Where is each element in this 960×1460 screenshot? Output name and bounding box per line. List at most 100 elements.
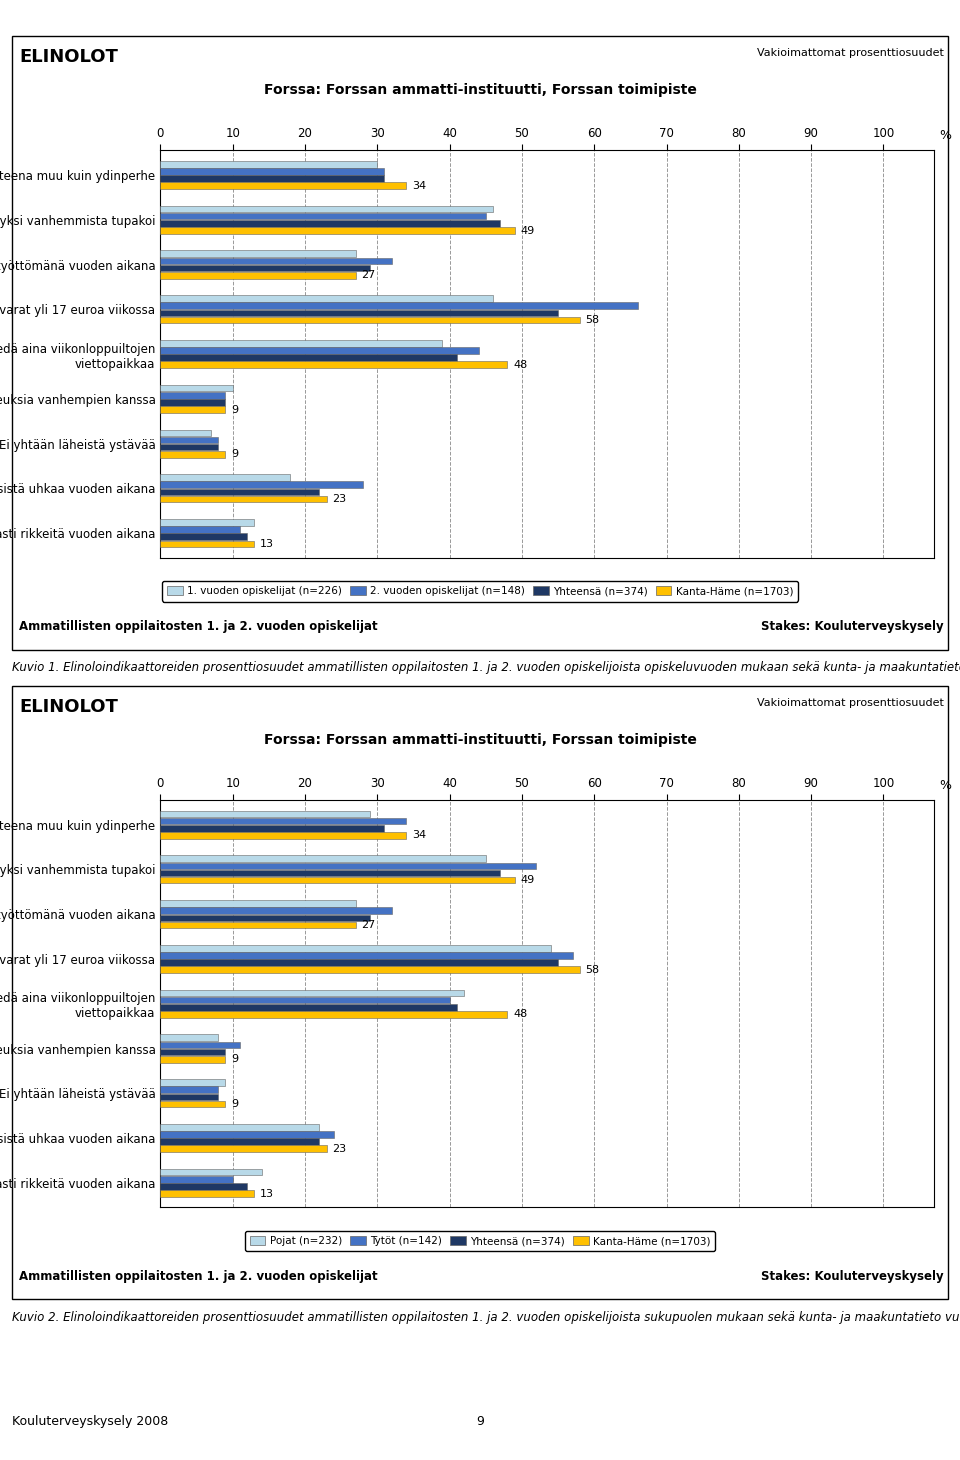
Bar	[160, 444, 218, 451]
Bar	[160, 220, 500, 226]
Text: 48: 48	[514, 359, 527, 369]
Text: 58: 58	[586, 315, 600, 326]
Bar	[160, 1048, 226, 1056]
Text: 27: 27	[361, 270, 375, 280]
Bar	[160, 474, 291, 480]
Bar	[160, 161, 377, 168]
Text: 23: 23	[332, 1143, 347, 1153]
Text: Forssa: Forssan ammatti-instituutti, Forssan toimipiste: Forssa: Forssan ammatti-instituutti, For…	[264, 733, 696, 748]
Bar	[160, 1012, 508, 1018]
Text: 13: 13	[260, 539, 275, 549]
Bar	[160, 856, 486, 861]
Bar	[160, 295, 493, 302]
Legend: Pojat (n=232), Tytöt (n=142), Yhteensä (n=374), Kanta-Häme (n=1703): Pojat (n=232), Tytöt (n=142), Yhteensä (…	[245, 1231, 715, 1251]
Bar	[160, 251, 355, 257]
Text: ELINOLOT: ELINOLOT	[19, 698, 118, 715]
Text: Forssa: Forssan ammatti-instituutti, Forssan toimipiste: Forssa: Forssan ammatti-instituutti, For…	[264, 83, 696, 98]
Text: 49: 49	[520, 225, 535, 235]
Bar	[160, 997, 449, 1003]
Bar	[160, 810, 370, 818]
Legend: 1. vuoden opiskelijat (n=226), 2. vuoden opiskelijat (n=148), Yhteensä (n=374), : 1. vuoden opiskelijat (n=226), 2. vuoden…	[161, 581, 799, 602]
Bar	[160, 825, 385, 832]
Bar	[160, 496, 326, 502]
Bar	[160, 1169, 261, 1175]
Bar	[160, 317, 580, 323]
Bar	[160, 206, 493, 212]
Text: 9: 9	[231, 1099, 238, 1110]
Bar	[160, 1094, 218, 1101]
Bar	[160, 168, 385, 175]
Text: %: %	[939, 130, 950, 142]
Bar	[160, 520, 254, 526]
Bar	[160, 540, 254, 548]
Text: 49: 49	[520, 875, 535, 885]
Bar	[160, 863, 537, 869]
Bar	[160, 437, 218, 444]
Text: 9: 9	[231, 450, 238, 460]
Bar	[160, 832, 406, 838]
Bar	[160, 406, 226, 413]
Bar	[160, 264, 370, 272]
Bar	[160, 1132, 334, 1137]
Text: ELINOLOT: ELINOLOT	[19, 48, 118, 66]
Text: Ammatillisten oppilaitosten 1. ja 2. vuoden opiskelijat: Ammatillisten oppilaitosten 1. ja 2. vuo…	[19, 1270, 378, 1283]
Bar	[160, 451, 226, 457]
Text: Kouluterveyskysely 2008: Kouluterveyskysely 2008	[12, 1415, 168, 1428]
Bar	[160, 175, 385, 182]
Text: 58: 58	[586, 965, 600, 975]
Bar	[160, 1041, 240, 1048]
Text: Vakioimattomat prosenttiosuudet: Vakioimattomat prosenttiosuudet	[756, 698, 944, 708]
Bar	[160, 391, 226, 399]
Bar	[160, 310, 558, 317]
Bar	[160, 952, 572, 959]
Text: Stakes: Kouluterveyskysely: Stakes: Kouluterveyskysely	[761, 1270, 944, 1283]
Bar	[160, 362, 508, 368]
Bar	[160, 1004, 457, 1010]
Bar	[160, 429, 211, 437]
Bar	[160, 1079, 226, 1086]
Bar	[160, 533, 247, 540]
Bar	[160, 1086, 218, 1094]
Bar	[160, 967, 580, 972]
Bar	[160, 355, 457, 361]
Bar	[160, 990, 464, 996]
Text: 27: 27	[361, 920, 375, 930]
Text: 9: 9	[231, 1054, 238, 1064]
Text: 23: 23	[332, 493, 347, 504]
Bar	[160, 1183, 247, 1190]
Text: 9: 9	[476, 1415, 484, 1428]
Text: 34: 34	[412, 831, 426, 841]
Text: Ammatillisten oppilaitosten 1. ja 2. vuoden opiskelijat: Ammatillisten oppilaitosten 1. ja 2. vuo…	[19, 620, 378, 634]
Bar	[160, 870, 500, 876]
Bar	[160, 818, 406, 825]
Text: Vakioimattomat prosenttiosuudet: Vakioimattomat prosenttiosuudet	[756, 48, 944, 58]
Bar	[160, 257, 392, 264]
Text: Kuvio 2. Elinoloindikaattoreiden prosenttiosuudet ammatillisten oppilaitosten 1.: Kuvio 2. Elinoloindikaattoreiden prosent…	[12, 1311, 960, 1324]
Bar	[160, 1175, 232, 1183]
Text: Stakes: Kouluterveyskysely: Stakes: Kouluterveyskysely	[761, 620, 944, 634]
Bar	[160, 1101, 226, 1107]
Bar	[160, 1190, 254, 1197]
Bar	[160, 907, 392, 914]
Bar	[160, 877, 515, 883]
Text: Kuvio 1. Elinoloindikaattoreiden prosenttiosuudet ammatillisten oppilaitosten 1.: Kuvio 1. Elinoloindikaattoreiden prosent…	[12, 661, 960, 675]
Bar	[160, 228, 515, 234]
Bar	[160, 347, 478, 353]
Bar	[160, 901, 355, 907]
Text: 48: 48	[514, 1009, 527, 1019]
Text: 9: 9	[231, 404, 238, 415]
Text: %: %	[939, 780, 950, 791]
Bar	[160, 399, 226, 406]
Bar	[160, 1139, 320, 1145]
Bar	[160, 340, 443, 346]
Bar	[160, 182, 406, 188]
Bar	[160, 213, 486, 219]
Bar	[160, 526, 240, 533]
Bar	[160, 482, 363, 488]
Bar	[160, 272, 355, 279]
Bar	[160, 302, 637, 310]
Text: 34: 34	[412, 181, 426, 191]
Bar	[160, 385, 232, 391]
Text: 13: 13	[260, 1188, 275, 1199]
Bar	[160, 945, 551, 952]
